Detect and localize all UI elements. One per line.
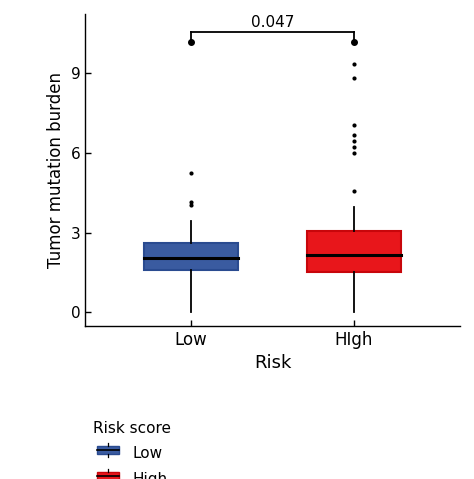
Y-axis label: Tumor mutation burden: Tumor mutation burden	[47, 72, 65, 268]
Legend: Low, High: Low, High	[93, 421, 171, 479]
Bar	[307, 231, 401, 273]
Bar	[144, 243, 238, 270]
Text: 0.047: 0.047	[251, 14, 294, 30]
X-axis label: Risk: Risk	[254, 354, 291, 372]
